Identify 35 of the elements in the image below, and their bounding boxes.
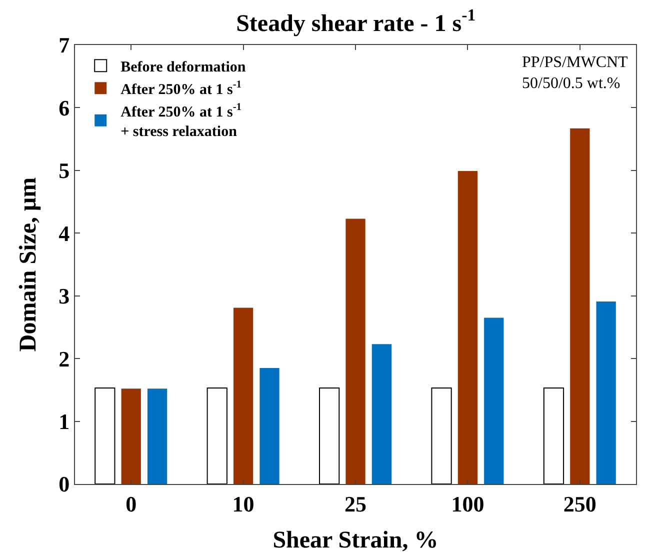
bar bbox=[431, 388, 452, 484]
y-axis-title: Domain Size, μm bbox=[16, 177, 42, 352]
chart-title: Steady shear rate - 1 s$^{-1}$ bbox=[236, 6, 476, 37]
y-tick-label: 1 bbox=[58, 408, 70, 434]
x-tick-label: 250 bbox=[563, 491, 596, 516]
bar bbox=[346, 218, 366, 484]
bar bbox=[484, 318, 504, 484]
bar bbox=[233, 308, 254, 484]
bar bbox=[319, 388, 340, 484]
y-tick-label: 4 bbox=[58, 220, 70, 246]
x-tick-label: 10 bbox=[232, 491, 254, 516]
annotation: PP/PS/MWCNT 50/50/0.5 wt.% bbox=[522, 54, 628, 92]
legend-label: Before deformation bbox=[120, 59, 246, 76]
bar bbox=[121, 388, 141, 484]
bar bbox=[372, 344, 392, 484]
bar bbox=[543, 388, 564, 484]
legend-label: After 250% at 1 s$^{-1}$ + stress relaxation bbox=[120, 102, 242, 140]
x-axis-title: Shear Strain, % bbox=[272, 528, 438, 554]
x-tick-label: 100 bbox=[451, 491, 484, 516]
bar bbox=[206, 388, 228, 484]
bar bbox=[94, 388, 116, 484]
y-tick-label: 2 bbox=[58, 346, 70, 372]
bar bbox=[596, 302, 616, 484]
y-tick-label: 6 bbox=[58, 95, 70, 120]
y-tick-label: 7 bbox=[58, 32, 70, 58]
y-tick-label: 0 bbox=[58, 472, 70, 497]
x-tick-label: 0 bbox=[126, 491, 137, 516]
x-tick-label: 25 bbox=[344, 491, 366, 516]
bar bbox=[147, 388, 168, 484]
y-tick-label: 5 bbox=[58, 158, 70, 184]
bar bbox=[458, 171, 478, 484]
bar bbox=[570, 128, 590, 484]
y-tick-label: 3 bbox=[58, 284, 70, 309]
legend-label: After 250% at 1 s$^{-1}$ bbox=[120, 80, 242, 98]
bar bbox=[260, 368, 280, 484]
